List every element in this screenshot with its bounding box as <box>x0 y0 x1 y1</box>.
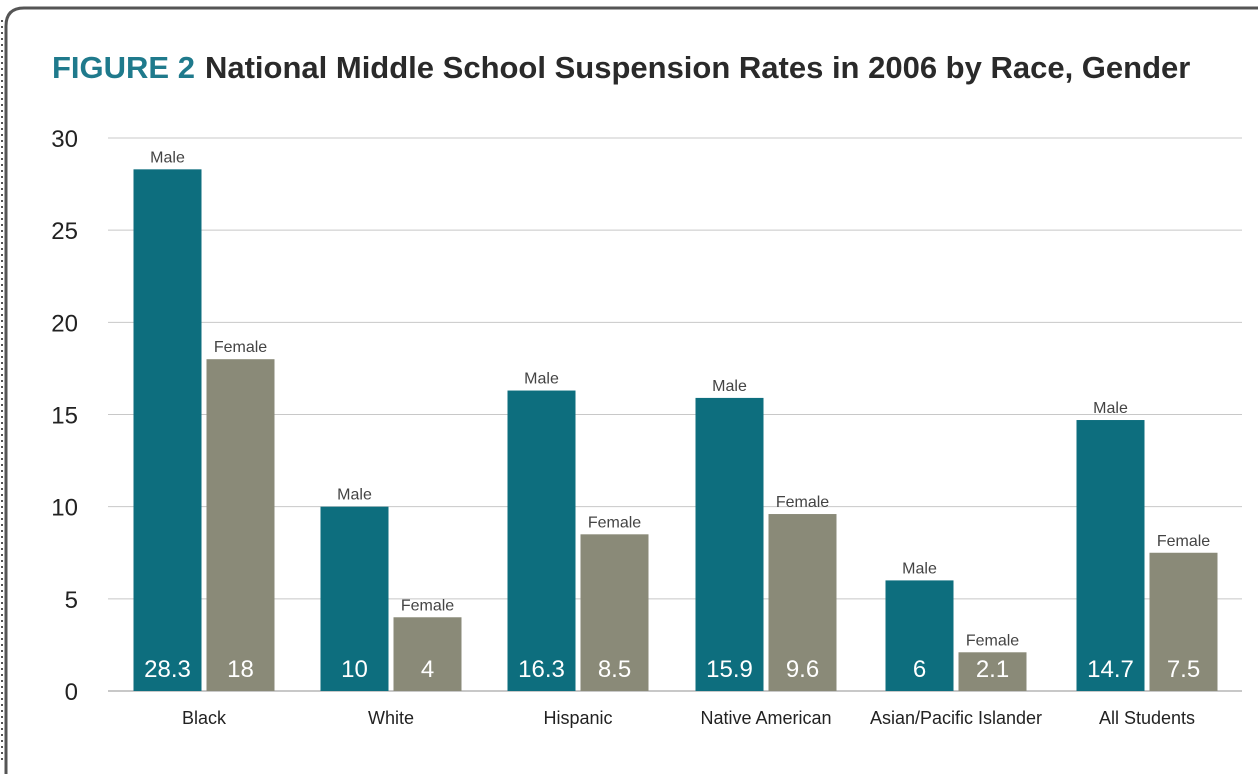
male-bar <box>695 397 764 691</box>
male-series-label: Male <box>150 149 185 166</box>
category-label: Asian/Pacific Islander <box>870 708 1042 728</box>
female-bar <box>393 617 462 691</box>
bar-value-label: 7.5 <box>1167 656 1200 683</box>
figure-number: FIGURE 2 <box>52 50 195 85</box>
bar-value-label: 16.3 <box>518 656 565 683</box>
male-series-label: Male <box>524 371 559 388</box>
bar-value-label: 4 <box>421 656 434 683</box>
bar-value-label: 10 <box>341 656 368 683</box>
male-series-label: Male <box>902 560 937 577</box>
y-tick-label: 15 <box>51 403 78 430</box>
figure-title: National Middle School Suspension Rates … <box>204 50 1191 85</box>
male-series-label: Male <box>1093 400 1128 417</box>
male-bar <box>885 580 954 691</box>
female-series-label: Female <box>966 632 1019 649</box>
category-label: Black <box>182 708 227 728</box>
female-bar <box>1149 552 1218 691</box>
bar-value-label: 18 <box>227 656 254 683</box>
category-label: Native American <box>700 708 831 728</box>
figure-title-row: FIGURE 2 National Middle School Suspensio… <box>52 50 1190 86</box>
bar-value-label: 6 <box>913 656 926 683</box>
bar-value-label: 8.5 <box>598 656 631 683</box>
female-series-label: Female <box>401 597 454 614</box>
female-bar <box>768 514 837 691</box>
female-series-label: Female <box>214 339 267 356</box>
bar-value-label: 14.7 <box>1087 656 1134 683</box>
female-series-label: Female <box>588 514 641 531</box>
y-tick-label: 25 <box>51 218 78 245</box>
category-label: All Students <box>1099 708 1195 728</box>
male-series-label: Male <box>337 487 372 504</box>
male-bar <box>320 506 389 691</box>
bar-value-label: 2.1 <box>976 656 1009 683</box>
y-tick-label: 0 <box>65 679 78 706</box>
male-series-label: Male <box>712 378 747 395</box>
bar-value-label: 28.3 <box>144 656 191 683</box>
category-label: Hispanic <box>543 708 612 728</box>
bar-value-label: 9.6 <box>786 656 819 683</box>
male-bar <box>1076 420 1145 691</box>
male-bar <box>507 390 576 691</box>
y-tick-label: 30 <box>51 126 78 153</box>
female-bar <box>958 652 1027 691</box>
category-label: White <box>368 708 414 728</box>
female-bar <box>580 534 649 691</box>
y-tick-label: 20 <box>51 310 78 337</box>
female-bar <box>206 359 275 691</box>
y-tick-label: 5 <box>65 587 78 614</box>
female-series-label: Female <box>776 494 829 511</box>
male-bar <box>133 169 202 691</box>
bar-value-label: 15.9 <box>706 656 753 683</box>
female-series-label: Female <box>1157 533 1210 550</box>
y-tick-label: 10 <box>51 495 78 522</box>
